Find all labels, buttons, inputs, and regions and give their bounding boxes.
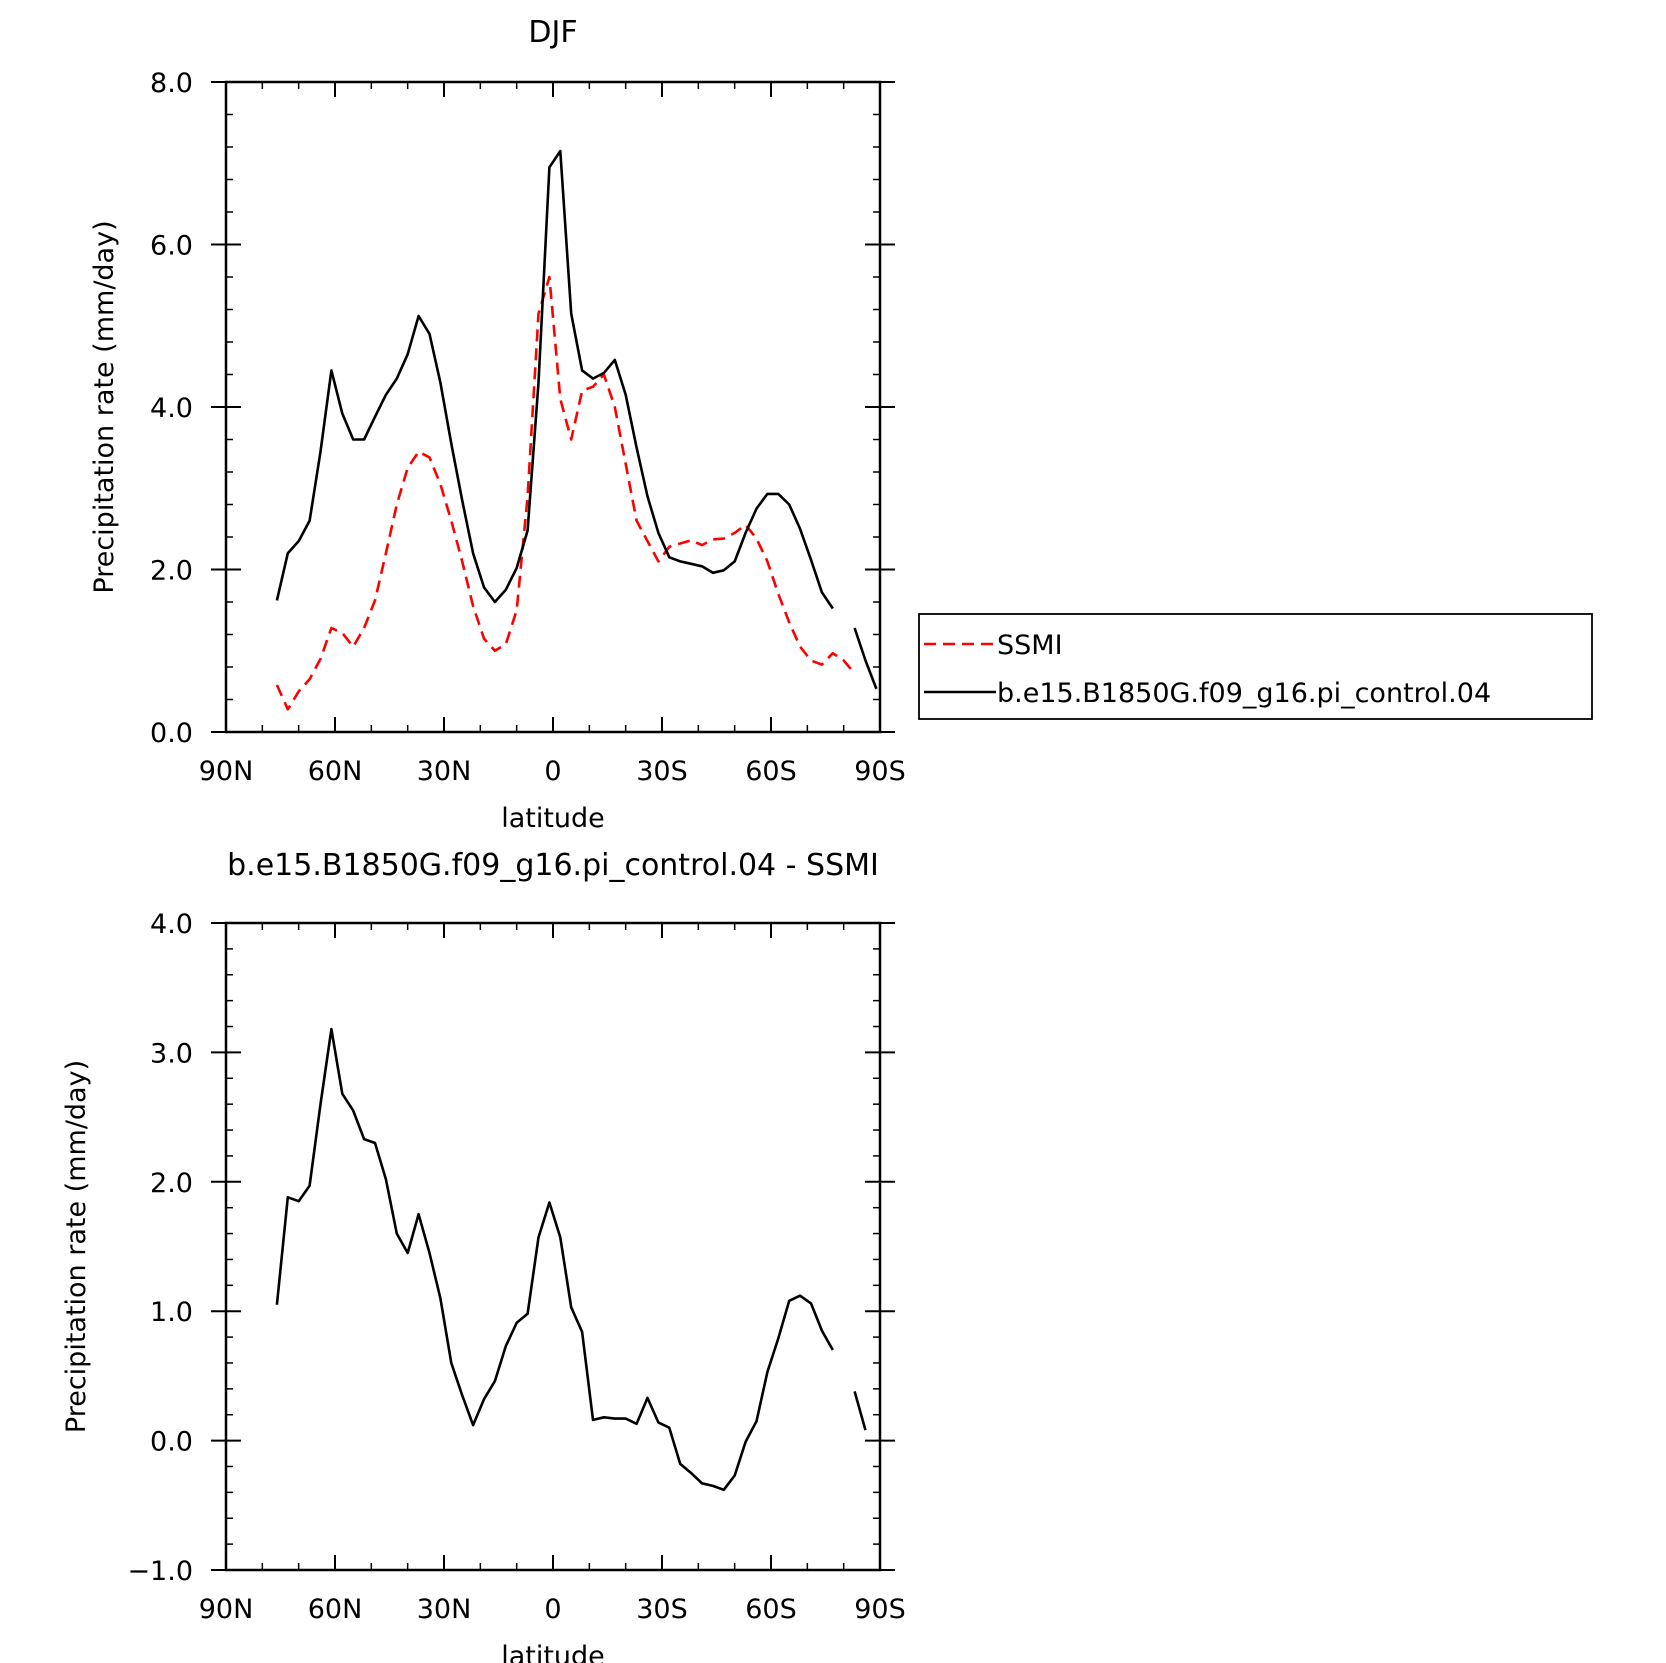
x-tick-label: 90N (199, 756, 254, 787)
top-chart-panel: DJF 90N 60N 30N 0 30S 60S 90S latitude 0.0 2.0 4.0 6… (89, 15, 906, 834)
x-tick-label: 90S (854, 1594, 906, 1625)
legend-box (918, 613, 1593, 720)
y-tick-label: 4.0 (150, 909, 193, 940)
difference-chart-panel: b.e15.B1850G.f09_g16.pi_control.04 - SSM… (61, 848, 906, 1663)
x-tick-label: 0 (544, 1594, 561, 1625)
y-tick-label: 2.0 (150, 556, 193, 587)
x-tick-label: 60S (745, 1594, 797, 1625)
x-tick-label: 30S (636, 1594, 688, 1625)
y-axis-title: Precipitation rate (mm/day) (89, 220, 120, 593)
x-axis-title: latitude (501, 1641, 605, 1663)
x-tick-label: 60S (745, 756, 797, 787)
y-tick-label: 4.0 (150, 393, 193, 424)
x-tick-label: 30S (636, 756, 688, 787)
x-tick-label: 60N (308, 1594, 363, 1625)
y-tick-label: 0.0 (150, 1427, 193, 1458)
legend-label-1: b.e15.B1850G.f09_g16.pi_control.04 (997, 678, 1491, 709)
series-line-1 (853, 627, 878, 690)
x-tick-label: 30N (417, 756, 472, 787)
y-tick-label: 2.0 (150, 1168, 193, 1199)
y-tick-label: 8.0 (150, 68, 193, 99)
chart-legend: SSMI b.e15.B1850G.f09_g16.pi_control.04 (918, 613, 1593, 720)
y-tick-label: −1.0 (127, 1556, 193, 1587)
x-axis-title: latitude (501, 803, 605, 834)
y-tick-label: 1.0 (150, 1297, 193, 1328)
y-axis-title: Precipitation rate (mm/day) (61, 1060, 92, 1433)
x-tick-label: 90N (199, 1594, 254, 1625)
legend-label-0: SSMI (997, 630, 1063, 661)
series-line-1 (275, 149, 834, 610)
chart-title: b.e15.B1850G.f09_g16.pi_control.04 - SSM… (227, 848, 879, 883)
x-tick-label: 0 (544, 756, 561, 787)
x-tick-label: 90S (854, 756, 906, 787)
chart-title: DJF (528, 15, 577, 50)
x-tick-label: 30N (417, 1594, 472, 1625)
series-line-0 (853, 1391, 867, 1431)
y-tick-label: 3.0 (150, 1038, 193, 1069)
y-tick-label: 6.0 (150, 231, 193, 262)
y-tick-label: 0.0 (150, 718, 193, 749)
series-line-0 (275, 1027, 834, 1492)
x-tick-label: 60N (308, 756, 363, 787)
series-line-0 (275, 275, 856, 711)
